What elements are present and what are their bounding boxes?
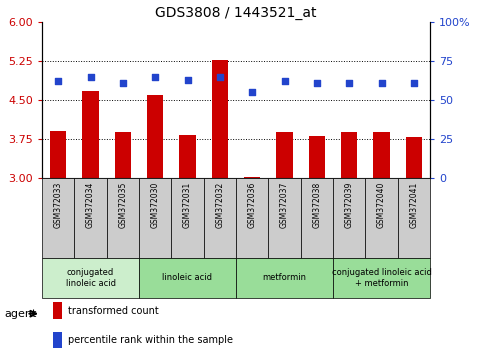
Bar [42,178,74,258]
Point [345,80,353,86]
Bar [115,132,131,178]
Bar [74,178,107,258]
Bar [212,60,228,178]
Text: metformin: metformin [262,274,307,282]
Bar [236,258,333,298]
Bar [333,178,365,258]
Text: GSM372030: GSM372030 [151,182,160,228]
Point [313,80,321,86]
Text: GSM372034: GSM372034 [86,182,95,228]
Bar [244,177,260,178]
Text: percentile rank within the sample: percentile rank within the sample [68,335,233,345]
Bar [269,178,300,258]
Point [410,80,418,86]
Bar [42,258,139,298]
Bar [179,135,196,178]
Text: GSM372035: GSM372035 [118,182,128,228]
Text: GSM372039: GSM372039 [345,182,354,228]
Point [248,89,256,95]
Bar [236,178,269,258]
Text: GSM372031: GSM372031 [183,182,192,228]
Point [54,79,62,84]
Text: GSM372033: GSM372033 [54,182,63,228]
Text: transformed count: transformed count [68,306,158,316]
Bar [365,178,398,258]
Point [216,74,224,79]
Text: GSM372036: GSM372036 [248,182,256,228]
Bar [373,132,390,178]
Bar [309,136,325,178]
Point [281,79,288,84]
Text: conjugated
linoleic acid: conjugated linoleic acid [66,268,115,288]
Bar [53,332,62,348]
Bar [300,178,333,258]
Bar [139,178,171,258]
Title: GDS3808 / 1443521_at: GDS3808 / 1443521_at [155,6,317,19]
Point [86,74,94,79]
Point [378,80,385,86]
Text: GSM372032: GSM372032 [215,182,224,228]
Bar [50,131,66,178]
Text: linoleic acid: linoleic acid [162,274,213,282]
Bar [341,132,357,178]
Bar [333,258,430,298]
Point [119,80,127,86]
Text: GSM372040: GSM372040 [377,182,386,228]
Point [184,77,191,82]
Bar [139,258,236,298]
Text: GSM372037: GSM372037 [280,182,289,228]
Bar [147,95,163,178]
Bar [398,178,430,258]
Bar [83,91,99,178]
Point [151,74,159,79]
Text: GSM372041: GSM372041 [409,182,418,228]
Bar [53,302,62,319]
Bar [406,137,422,178]
Bar [204,178,236,258]
Bar [107,178,139,258]
Text: conjugated linoleic acid
+ metformin: conjugated linoleic acid + metformin [331,268,431,288]
Bar [171,178,204,258]
Text: GSM372038: GSM372038 [313,182,321,228]
Text: agent: agent [5,309,37,319]
Bar [276,132,293,178]
